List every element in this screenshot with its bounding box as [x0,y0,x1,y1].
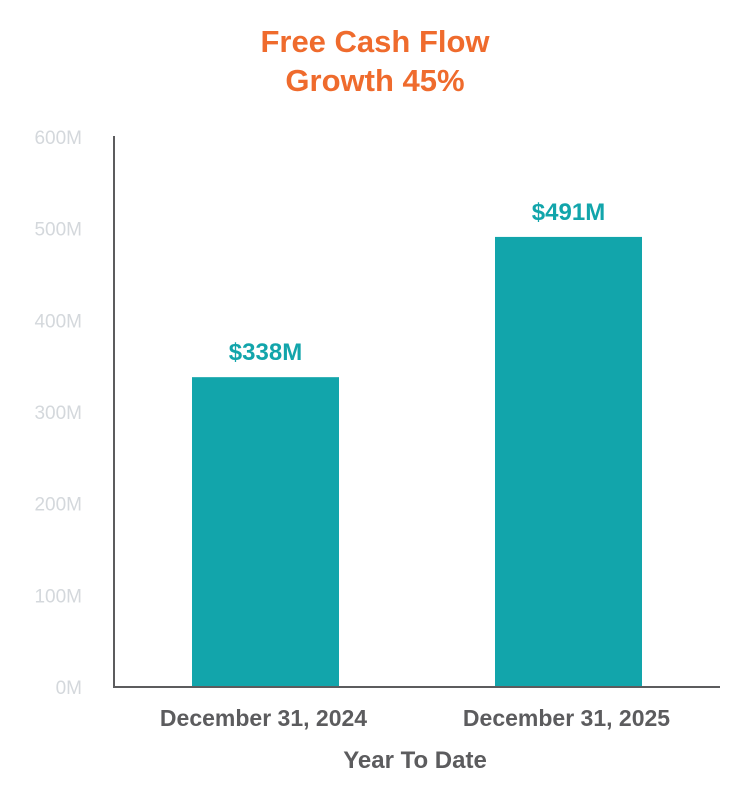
bar [192,377,339,687]
chart-title-line-1: Free Cash Flow [260,24,490,59]
x-axis-label: Year To Date [343,747,487,774]
y-tick-label: 0M [56,678,82,699]
x-tick-label: December 31, 2025 [463,705,670,731]
chart-title-line-2: Growth 45% [285,63,464,98]
x-axis-ticks: December 31, 2024 December 31, 2025 [160,705,670,731]
y-axis-ticks: 0M 100M 200M 300M 400M 500M 600M [34,128,82,699]
data-labels: $338M $491M [229,199,605,366]
y-tick-label: 500M [34,220,82,241]
y-tick-label: 400M [34,311,82,332]
bars [192,236,642,687]
y-tick-label: 200M [34,495,82,516]
bar-value-label: $491M [532,199,605,226]
y-tick-label: 600M [34,128,82,149]
y-tick-label: 300M [34,403,82,424]
x-tick-label: December 31, 2024 [160,705,367,731]
bar [495,236,642,687]
y-tick-label: 100M [34,586,82,607]
bar-value-label: $338M [229,339,302,366]
